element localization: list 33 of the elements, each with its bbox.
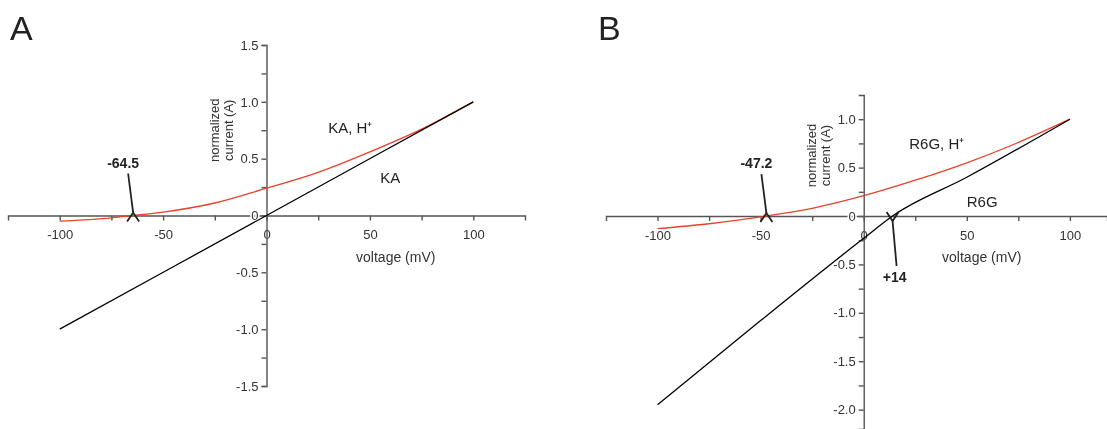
series-label: KA, H⁺ <box>328 119 373 137</box>
x-tick-label: 50 <box>363 227 378 243</box>
x-axis-title: voltage (mV) <box>942 249 1022 266</box>
x-tick-label: -100 <box>645 227 672 243</box>
y-tick-label: -1.0 <box>833 305 856 321</box>
x-tick-label: 100 <box>1059 227 1082 243</box>
y-tick-label: 0.5 <box>240 151 259 167</box>
y-tick-label: -1.0 <box>236 321 259 337</box>
y-axis-title: normalized current (A) <box>206 98 236 163</box>
chart-title: B <box>598 9 621 47</box>
annotation: -64.5 <box>107 154 140 171</box>
x-tick-label: -50 <box>751 227 771 243</box>
y-tick-label: -1.5 <box>833 353 856 369</box>
x-tick-label: 100 <box>462 227 485 243</box>
x-tick-label: -50 <box>154 227 173 243</box>
series-label: KA <box>380 168 401 186</box>
x-axis-title: voltage (mV) <box>356 248 436 265</box>
series-label: R6G, H⁺ <box>909 134 965 152</box>
y-tick-label: -0.5 <box>833 257 856 273</box>
series-label: R6G <box>966 193 998 211</box>
y-tick-label: -1.5 <box>236 378 259 394</box>
annotation: +14 <box>882 269 907 286</box>
y-tick-label: -0.5 <box>236 264 259 280</box>
x-tick-label: 50 <box>960 227 975 243</box>
x-tick-label: -100 <box>47 227 74 243</box>
annotation: -47.2 <box>740 155 773 172</box>
y-tick-label: 1.0 <box>240 94 259 110</box>
y-axis-title: normalized current (A) <box>803 123 834 188</box>
y-tick-label: 1.5 <box>240 37 259 53</box>
y-tick-label: -2.0 <box>833 402 856 418</box>
y-tick-label: 0.5 <box>837 160 856 176</box>
chart-title: A <box>10 9 33 47</box>
y-tick-label: 1.0 <box>837 111 856 127</box>
